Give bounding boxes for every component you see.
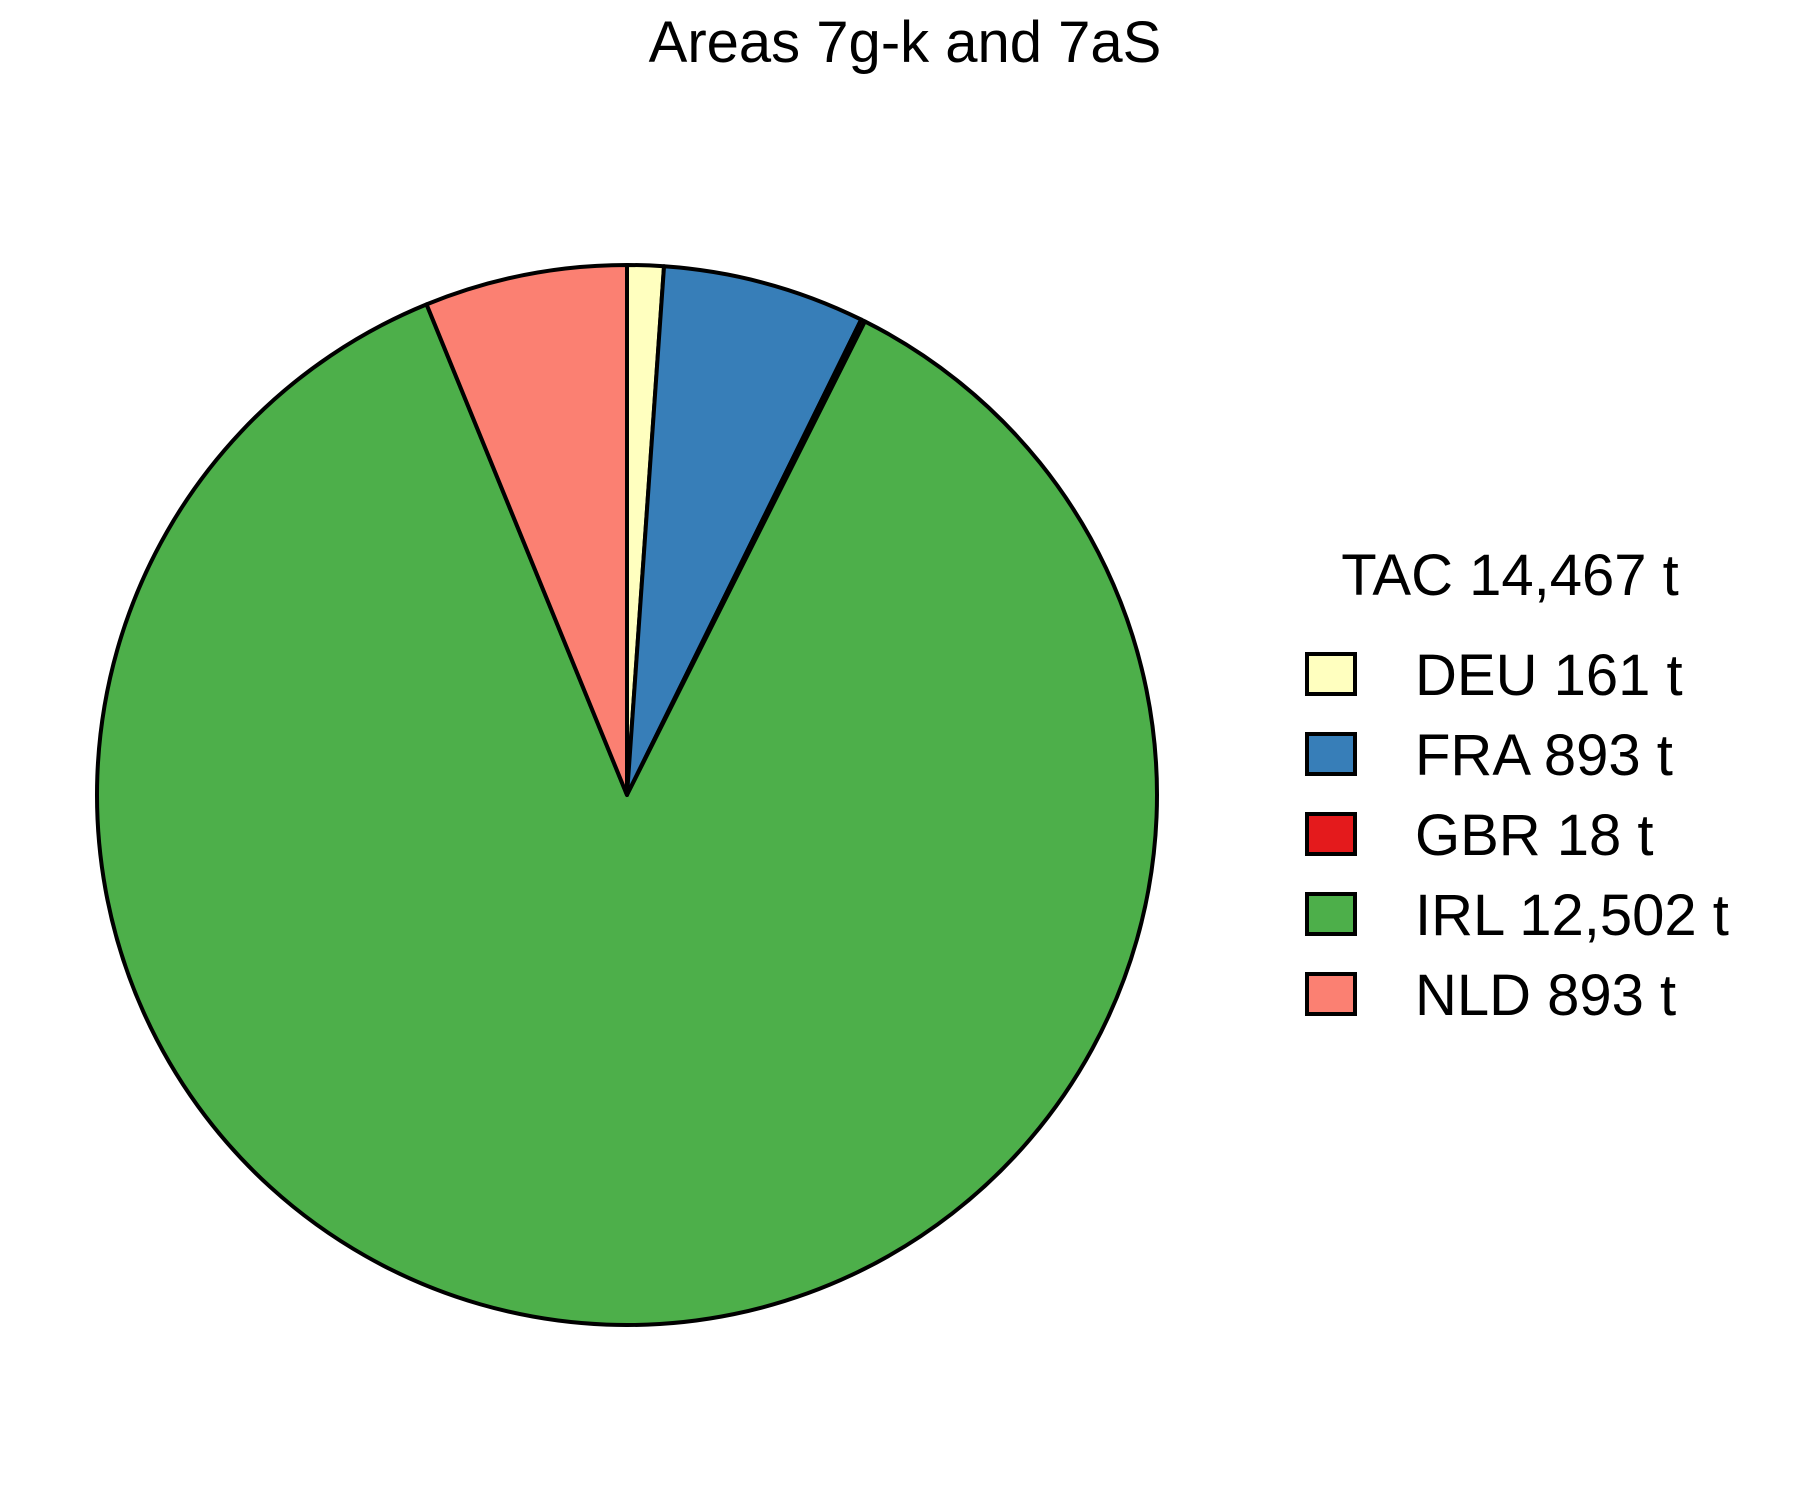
legend-key-nld <box>1305 972 1357 1016</box>
legend: TAC 14,467 t DEU 161 t FRA 893 t GBR 18 t I… <box>1305 543 1729 1028</box>
legend-item-gbr: GBR 18 t <box>1305 803 1654 868</box>
legend-label-deu: DEU 161 t <box>1415 643 1683 708</box>
legend-label-nld: NLD 893 t <box>1415 963 1676 1028</box>
pie-slice-nld <box>424 263 629 797</box>
legend-title: TAC 14,467 t <box>1341 543 1678 608</box>
legend-item-nld: NLD 893 t <box>1305 963 1676 1028</box>
legend-item-irl: IRL 12,502 t <box>1305 883 1729 948</box>
legend-label-gbr: GBR 18 t <box>1415 803 1654 868</box>
legend-key-fra <box>1305 732 1357 776</box>
pie-slices <box>95 263 1159 1327</box>
legend-key-gbr <box>1305 812 1357 856</box>
legend-label-irl: IRL 12,502 t <box>1415 883 1729 948</box>
pie-slice-irl <box>95 302 1159 1327</box>
legend-item-deu: DEU 161 t <box>1305 643 1683 708</box>
legend-label-fra: FRA 893 t <box>1415 723 1673 788</box>
legend-items: DEU 161 t FRA 893 t GBR 18 t IRL 12,502 t NL… <box>1305 643 1729 1028</box>
legend-key-irl <box>1305 892 1357 936</box>
legend-item-fra: FRA 893 t <box>1305 723 1673 788</box>
legend-key-deu <box>1305 652 1357 696</box>
chart-title: Areas 7g-k and 7aS <box>649 10 1162 75</box>
pie-slice-fra <box>625 264 864 797</box>
